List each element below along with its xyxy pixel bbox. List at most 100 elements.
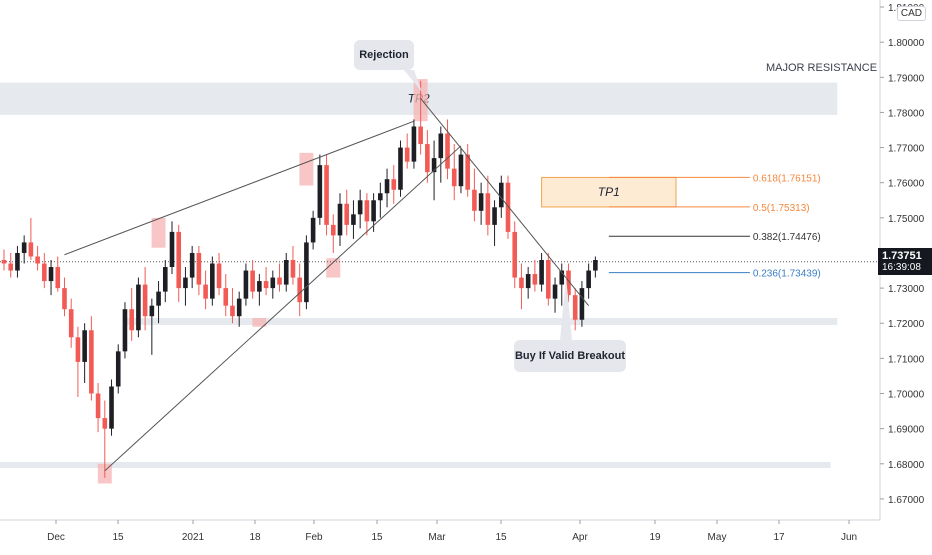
candle-body: [297, 277, 302, 303]
candle-body: [330, 224, 336, 236]
candle-body: [189, 252, 195, 278]
y-tick-label: 1.71000: [888, 354, 925, 365]
x-tick-label: 2021: [182, 532, 205, 543]
candle-body: [566, 270, 571, 296]
currency-label[interactable]: CAD: [896, 6, 926, 21]
candle-body: [55, 267, 61, 289]
candle-body: [75, 337, 81, 362]
candle-body: [203, 284, 208, 299]
x-tick-label: May: [708, 532, 727, 543]
candle-body: [162, 267, 168, 292]
countdown-value: 16:39:08: [882, 262, 921, 273]
candle-body: [498, 182, 504, 208]
candle-body: [216, 263, 222, 289]
x-tick-label: 18: [249, 532, 261, 543]
tp1-zone: [541, 176, 677, 208]
fib-0.382-label: 0.382(1.74476): [753, 232, 821, 243]
y-tick-label: 1.70000: [888, 390, 925, 401]
candle-body: [250, 270, 255, 292]
y-tick-label: 1.67000: [888, 495, 925, 506]
x-tick-label: Feb: [305, 532, 323, 543]
candle-body: [546, 260, 551, 299]
x-tick-label: 17: [773, 532, 785, 543]
candle-body: [465, 154, 470, 190]
buy-pointer: [560, 276, 572, 340]
y-tick-label: 1.69000: [888, 425, 925, 436]
rising-wedge-bottom: [104, 145, 462, 472]
y-tick-label: 1.77000: [888, 144, 925, 155]
candle-body: [42, 263, 47, 282]
candle-body: [169, 231, 175, 268]
candle-body: [149, 305, 155, 317]
candle-body: [8, 263, 14, 271]
candle-body: [223, 288, 229, 306]
tp1-zone-label: TP1: [598, 185, 620, 199]
highlight-low-feb: [326, 258, 341, 278]
candle-body: [451, 168, 457, 187]
candle-body: [48, 267, 54, 282]
buy-callout: Buy If Valid Breakout: [514, 340, 626, 372]
candle-body: [324, 165, 329, 225]
candle-body: [156, 291, 161, 306]
candle-body: [210, 263, 215, 299]
candle-body: [270, 277, 276, 289]
candle-body: [519, 277, 524, 289]
candle-body: [317, 165, 323, 218]
candle-body: [418, 126, 423, 145]
candle-body: [539, 260, 544, 285]
candle-body: [277, 277, 282, 285]
support-zone-2: [0, 462, 831, 468]
candle-body: [109, 386, 114, 429]
candle-body: [1, 260, 7, 264]
fib-0.618-label: 0.618(1.76151): [753, 173, 821, 184]
candle-body: [445, 133, 450, 169]
x-tick-label: Jun: [841, 532, 857, 543]
candle-body: [283, 260, 289, 285]
candle-body: [290, 260, 296, 278]
candle-body: [102, 418, 108, 429]
x-tick-label: 15: [112, 532, 124, 543]
candle-body: [357, 200, 363, 215]
y-tick-label: 1.80000: [888, 38, 925, 49]
candle-body: [532, 274, 538, 285]
candle-body: [586, 270, 591, 289]
candle-body: [176, 231, 182, 289]
candle-body: [579, 288, 585, 320]
y-tick-label: 1.78000: [888, 108, 925, 119]
candle-body: [243, 270, 249, 299]
candle-body: [404, 147, 410, 162]
candle-body: [485, 193, 491, 225]
x-tick-label: Mar: [428, 532, 446, 543]
rejection-pointer: [404, 70, 422, 92]
candle-body: [196, 252, 202, 285]
highlight-low-jan: [252, 317, 267, 327]
candle-body: [129, 309, 134, 331]
candle-body: [257, 281, 262, 292]
candle-body: [552, 284, 558, 299]
highlight-high-feb: [299, 152, 314, 186]
candle-body: [425, 144, 430, 173]
candle-body: [15, 252, 20, 271]
x-tick-label: Apr: [572, 532, 588, 543]
candle-body: [364, 200, 370, 222]
candle-body: [62, 288, 67, 310]
candle-body: [115, 351, 121, 387]
candle-body: [371, 200, 376, 222]
descending-trendline: [420, 98, 590, 306]
candle-body: [559, 270, 565, 285]
candle-body: [458, 154, 464, 187]
y-tick-label: 1.79000: [888, 73, 925, 84]
highlight-high-dec: [151, 217, 166, 248]
candle-body: [236, 298, 242, 317]
rising-wedge-top: [64, 120, 415, 256]
x-tick-label: 15: [495, 532, 507, 543]
candle-body: [344, 203, 350, 225]
x-tick-label: 15: [371, 532, 383, 543]
candle-body: [438, 133, 444, 159]
candle-body: [572, 295, 578, 320]
x-tick-label: 19: [649, 532, 661, 543]
candle-body: [122, 309, 128, 352]
y-tick-label: 1.76000: [888, 179, 925, 190]
